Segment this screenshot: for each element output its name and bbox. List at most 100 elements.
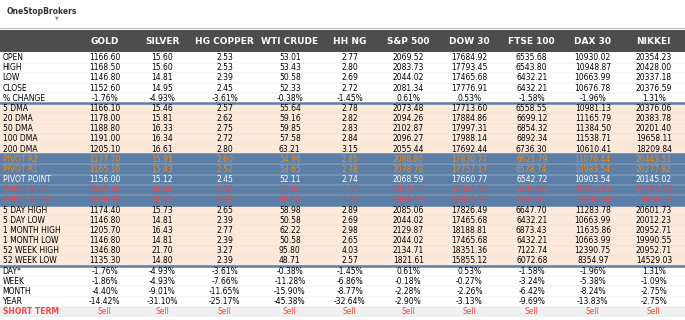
- Text: 10610.41: 10610.41: [575, 145, 611, 154]
- Text: 2.45: 2.45: [216, 84, 233, 92]
- Text: 1821.61: 1821.61: [393, 257, 424, 266]
- Text: 2044.02: 2044.02: [393, 216, 424, 225]
- Bar: [0, 154, 685, 164]
- Text: 16.33: 16.33: [151, 124, 173, 133]
- Text: 2.77: 2.77: [216, 226, 233, 235]
- Text: 17776.91: 17776.91: [451, 84, 488, 92]
- Text: 2.39: 2.39: [216, 257, 233, 266]
- Bar: [191, 30, 259, 52]
- Text: 6873.43: 6873.43: [516, 226, 547, 235]
- Text: LOW: LOW: [3, 73, 20, 82]
- Text: -1.45%: -1.45%: [336, 94, 363, 103]
- Text: 2.53: 2.53: [216, 53, 233, 62]
- Text: 2044.02: 2044.02: [393, 73, 424, 82]
- Text: 2058.57: 2058.57: [393, 185, 424, 194]
- Text: -3.24%: -3.24%: [519, 277, 545, 286]
- Text: 50.58: 50.58: [279, 216, 301, 225]
- Text: -31.10%: -31.10%: [147, 297, 178, 306]
- Text: NIKKEI: NIKKEI: [636, 37, 671, 46]
- Text: 6432.21: 6432.21: [516, 84, 547, 92]
- Text: -6.42%: -6.42%: [519, 287, 545, 296]
- Text: 2.77: 2.77: [341, 53, 358, 62]
- Text: 2.80: 2.80: [341, 63, 358, 72]
- Text: 16.43: 16.43: [151, 226, 173, 235]
- Text: 2081.34: 2081.34: [393, 84, 424, 92]
- Text: -45.38%: -45.38%: [274, 297, 306, 306]
- Text: 15.73: 15.73: [151, 206, 173, 215]
- Text: 2.31: 2.31: [216, 196, 233, 204]
- Text: -15.90%: -15.90%: [274, 287, 306, 296]
- Text: 2.62: 2.62: [216, 114, 233, 123]
- Text: -1.96%: -1.96%: [580, 267, 606, 276]
- Bar: [0, 185, 685, 195]
- Text: Sell: Sell: [283, 308, 297, 316]
- Text: 6699.12: 6699.12: [516, 114, 547, 123]
- Text: 2.80: 2.80: [216, 145, 233, 154]
- Text: 1168.50: 1168.50: [89, 63, 120, 72]
- Text: 53.43: 53.43: [279, 63, 301, 72]
- Text: -32.64%: -32.64%: [334, 297, 366, 306]
- Text: 1 MONTH LOW: 1 MONTH LOW: [3, 236, 58, 245]
- Text: 52 WEEK HIGH: 52 WEEK HIGH: [3, 246, 59, 255]
- Text: 17757.17: 17757.17: [451, 165, 488, 174]
- Text: -1.76%: -1.76%: [91, 267, 118, 276]
- Text: 11635.86: 11635.86: [575, 226, 611, 235]
- Text: 17465.68: 17465.68: [451, 73, 488, 82]
- Text: 6432.21: 6432.21: [516, 236, 547, 245]
- Text: 6463.65: 6463.65: [516, 196, 547, 204]
- Text: WTI CRUDE: WTI CRUDE: [261, 37, 319, 46]
- Text: 2.69: 2.69: [341, 216, 358, 225]
- Text: -1.96%: -1.96%: [580, 94, 606, 103]
- Text: 2.65: 2.65: [216, 206, 233, 215]
- Text: 10663.99: 10663.99: [575, 73, 611, 82]
- Text: 6558.55: 6558.55: [516, 104, 547, 113]
- Text: 21.70: 21.70: [151, 246, 173, 255]
- Text: -11.28%: -11.28%: [274, 277, 306, 286]
- Text: DAY*: DAY*: [3, 267, 22, 276]
- Text: 20145.02: 20145.02: [636, 175, 672, 184]
- Bar: [0, 93, 685, 103]
- Text: 1146.80: 1146.80: [89, 236, 120, 245]
- Text: 53.01: 53.01: [279, 53, 301, 62]
- Text: YEAR: YEAR: [3, 297, 23, 306]
- Text: -14.42%: -14.42%: [89, 297, 121, 306]
- Text: PIVOT POINT: PIVOT POINT: [3, 175, 51, 184]
- Text: 15.12: 15.12: [151, 175, 173, 184]
- Text: OPEN: OPEN: [3, 53, 24, 62]
- Text: 10930.02: 10930.02: [575, 53, 611, 62]
- Text: 17660.77: 17660.77: [451, 175, 488, 184]
- Text: 0.53%: 0.53%: [458, 267, 482, 276]
- Text: -9.01%: -9.01%: [149, 287, 175, 296]
- Text: Sell: Sell: [401, 308, 415, 316]
- Text: 2.75: 2.75: [216, 124, 233, 133]
- Text: 1146.80: 1146.80: [89, 216, 120, 225]
- Bar: [0, 164, 685, 174]
- Text: 10983.54: 10983.54: [575, 165, 611, 174]
- Text: S&P 500: S&P 500: [387, 37, 429, 46]
- Text: -1.76%: -1.76%: [91, 94, 118, 103]
- Text: 2129.87: 2129.87: [393, 226, 424, 235]
- Text: 20354.23: 20354.23: [636, 53, 672, 62]
- Text: 2.39: 2.39: [216, 216, 233, 225]
- Bar: [0, 103, 685, 114]
- Text: 2134.71: 2134.71: [393, 246, 424, 255]
- Text: 1.31%: 1.31%: [642, 267, 666, 276]
- Bar: [378, 30, 438, 52]
- Text: 58.98: 58.98: [279, 206, 301, 215]
- Text: ▼: ▼: [55, 16, 58, 20]
- Text: 6535.68: 6535.68: [516, 53, 547, 62]
- Text: 18188.81: 18188.81: [451, 226, 487, 235]
- Text: SUPPORT S1: SUPPORT S1: [3, 185, 49, 194]
- Text: 57.58: 57.58: [279, 134, 301, 143]
- Text: -0.38%: -0.38%: [277, 267, 303, 276]
- Text: 1156.00: 1156.00: [89, 175, 121, 184]
- Text: DAX 30: DAX 30: [574, 37, 611, 46]
- Text: 0.61%: 0.61%: [397, 267, 421, 276]
- Text: 14.64: 14.64: [151, 185, 173, 194]
- Bar: [0, 134, 685, 144]
- Text: 20601.73: 20601.73: [636, 206, 672, 215]
- Text: 20376.59: 20376.59: [636, 84, 672, 92]
- Text: 3.27: 3.27: [216, 246, 233, 255]
- Text: 17830.77: 17830.77: [451, 155, 488, 164]
- Text: Sell: Sell: [462, 308, 476, 316]
